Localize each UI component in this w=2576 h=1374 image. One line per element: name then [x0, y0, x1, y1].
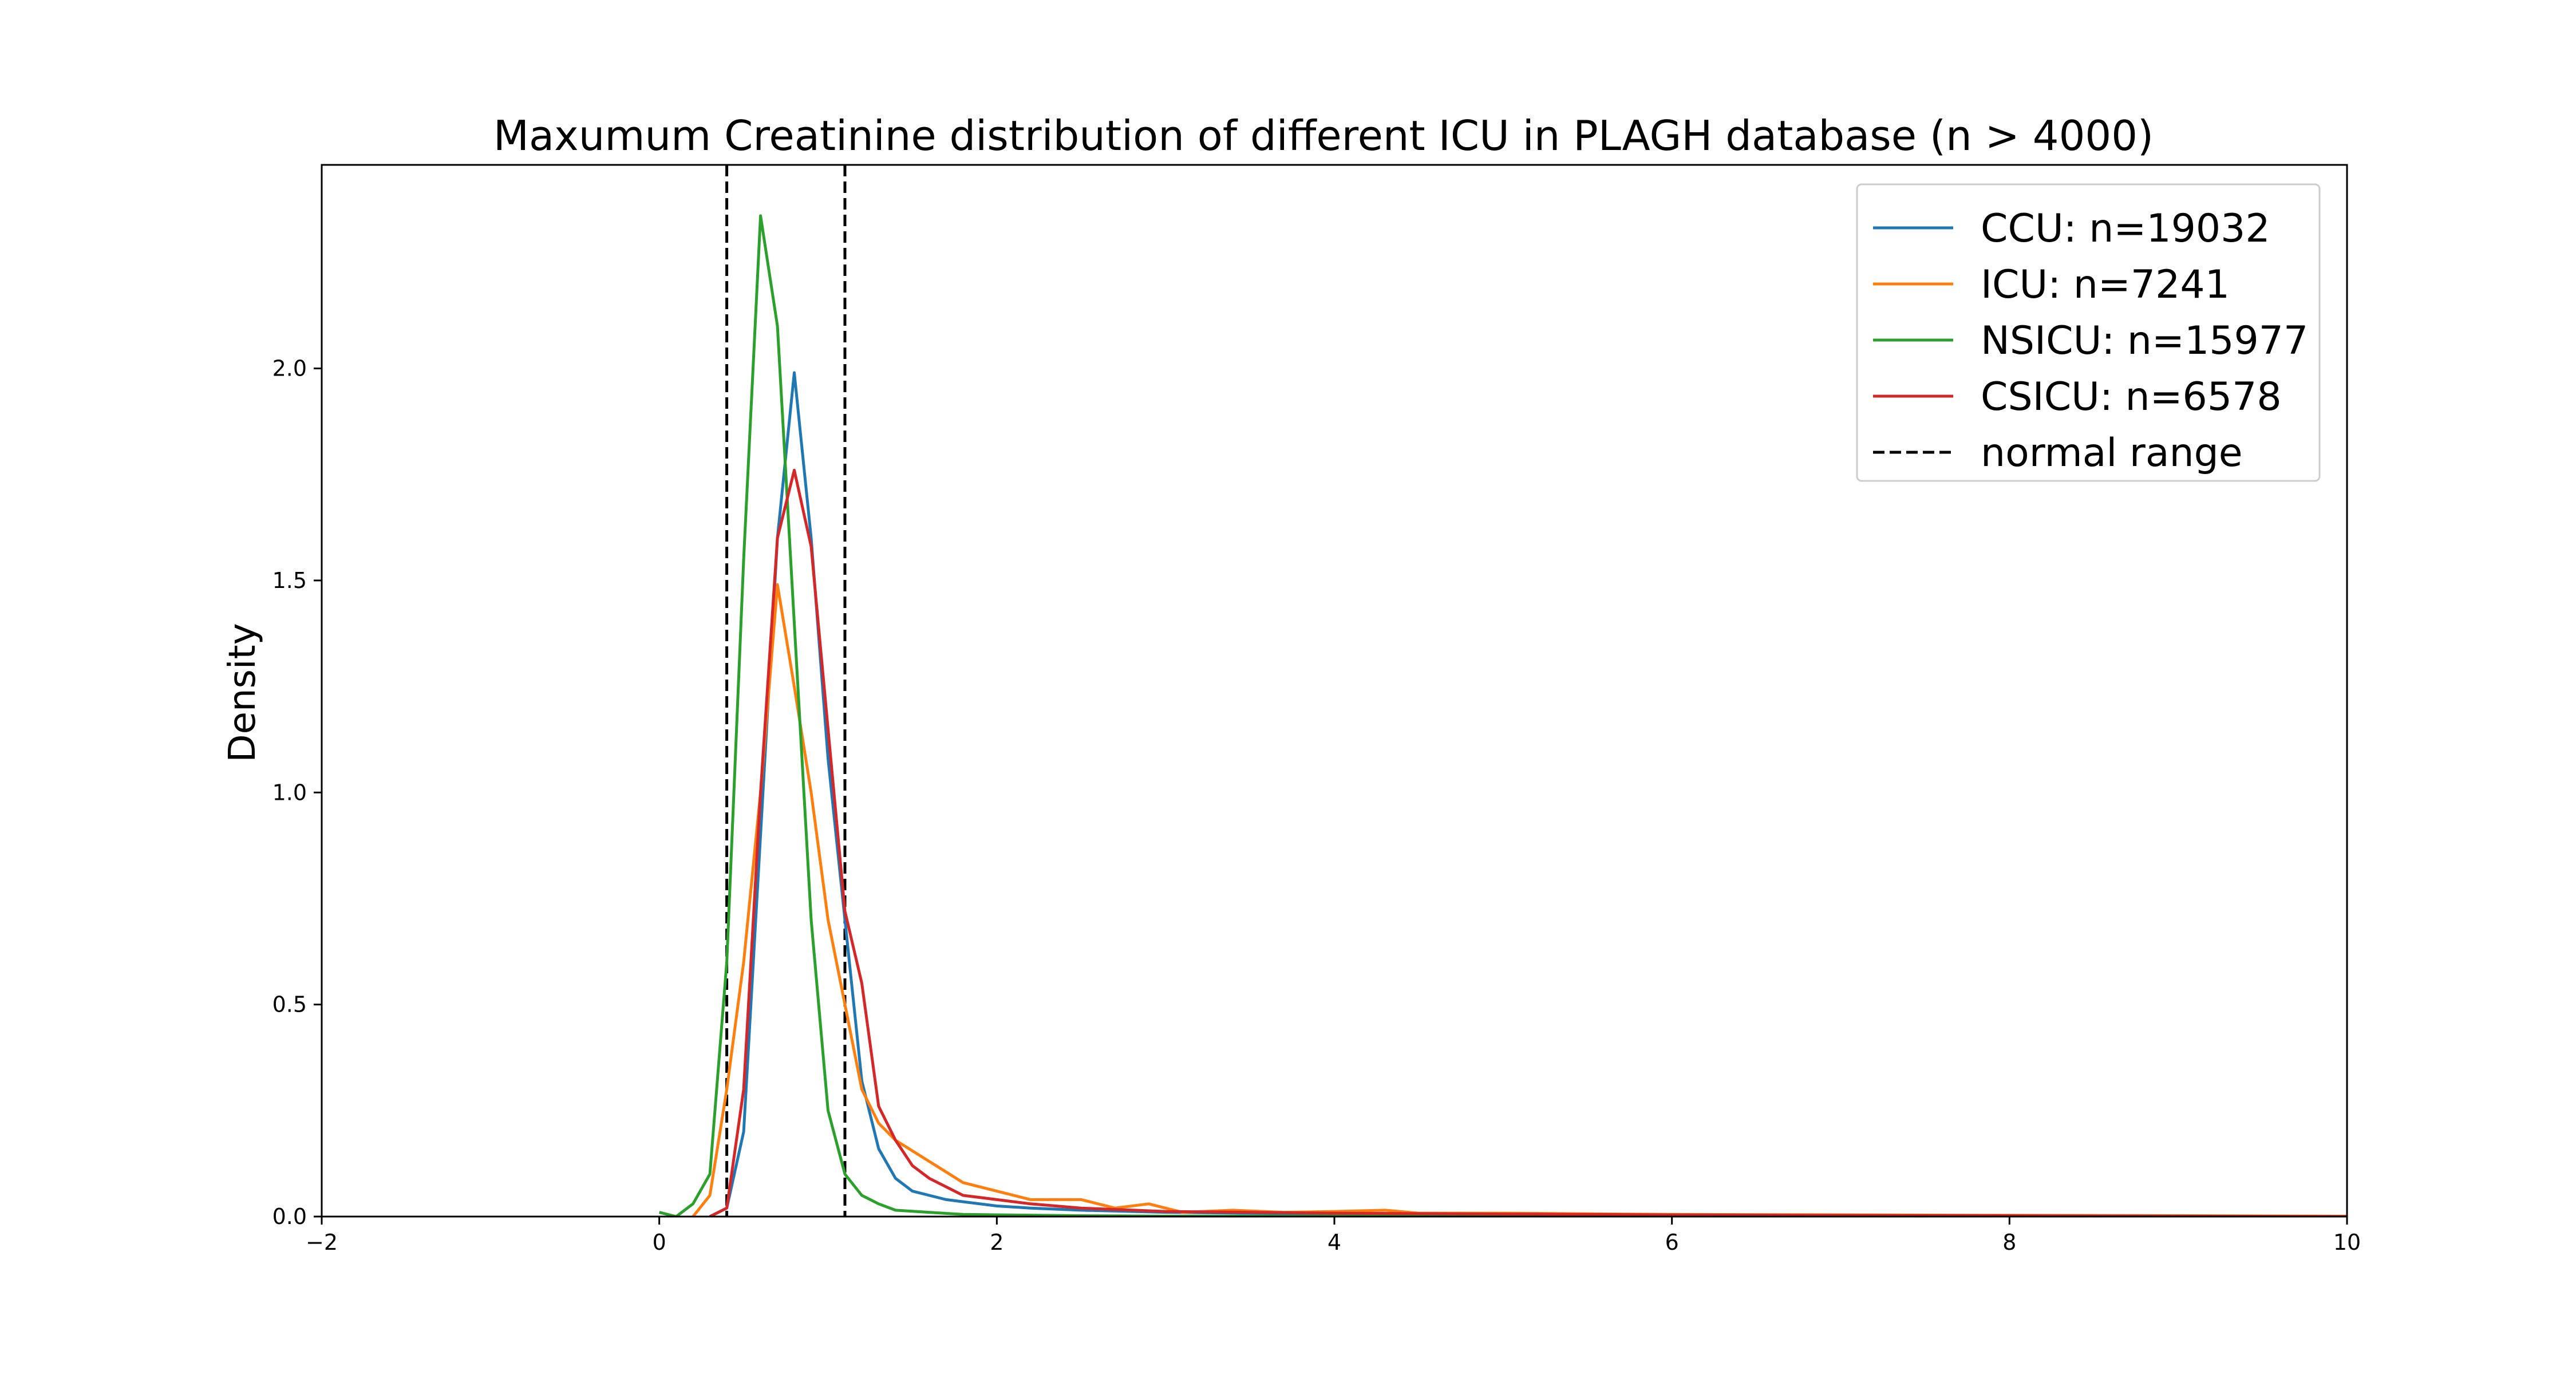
series-lines [659, 214, 2347, 1217]
x-tick-label: 2 [990, 1230, 1003, 1255]
y-tick-label: 0.5 [272, 992, 307, 1017]
legend-label: CSICU: n=6578 [1981, 374, 2282, 420]
y-tick-label: 1.5 [272, 568, 307, 593]
y-tick-label: 2.0 [272, 356, 307, 381]
x-tick-label: 6 [1665, 1230, 1679, 1255]
y-axis: 0.0 0.5 1.0 1.5 2.0 [272, 356, 322, 1229]
series-line-4 [709, 468, 2347, 1217]
x-tick-label: 0 [653, 1230, 666, 1255]
y-tick-label: 1.0 [272, 780, 307, 805]
legend-label: CCU: n=19032 [1981, 206, 2270, 251]
legend: CCU: n=19032 ICU: n=7241 NSICU: n=15977 CSI… [1856, 183, 2321, 482]
chart-title: Maxumum Creatinine distribution of diffe… [493, 112, 2154, 160]
x-axis: −2 0 2 4 6 8 10 [306, 1217, 2361, 1255]
x-tick-label: 8 [2002, 1230, 2016, 1255]
x-tick-label: 10 [2333, 1230, 2361, 1255]
x-tick-label: 4 [1327, 1230, 1341, 1255]
legend-label: normal range [1981, 431, 2243, 476]
legend-label: ICU: n=7241 [1981, 262, 2230, 307]
legend-label: NSICU: n=15977 [1981, 318, 2308, 364]
y-axis-label: Density [222, 623, 264, 762]
y-tick-label: 0.0 [272, 1204, 307, 1229]
normal-range-lines [725, 165, 847, 1217]
legend-box [1856, 183, 2321, 482]
x-tick-label: −2 [306, 1230, 338, 1255]
